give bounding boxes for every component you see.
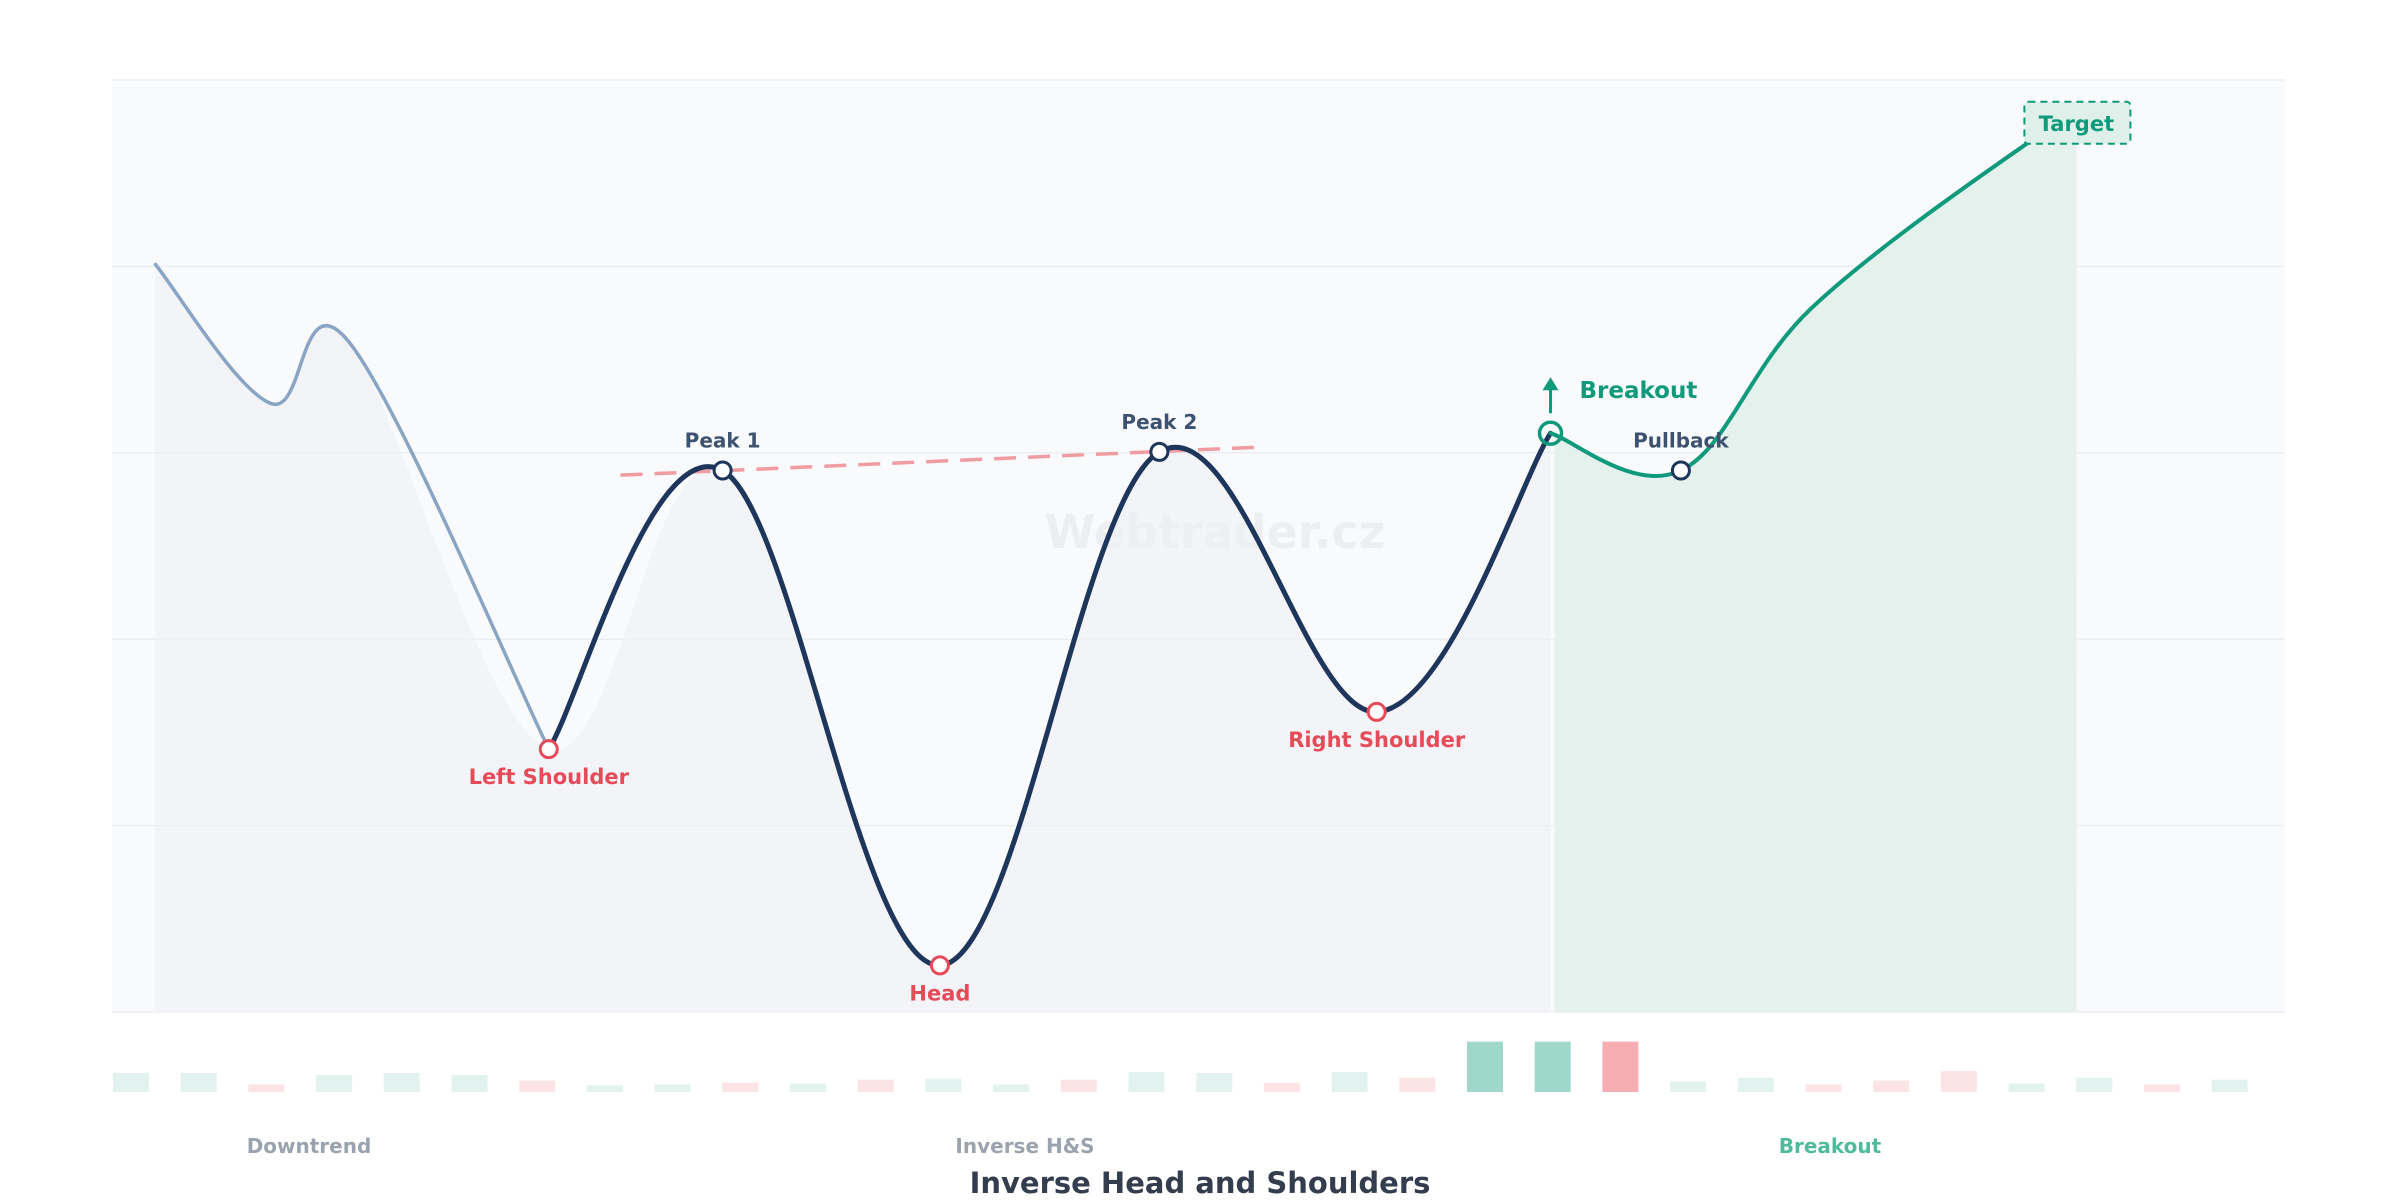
volume-bar <box>1873 1080 1910 1092</box>
volume-bar <box>993 1084 1030 1092</box>
volume-bar <box>1602 1041 1639 1092</box>
marker-peak-1 <box>712 460 733 481</box>
volume-bar <box>790 1083 826 1092</box>
marker-right-shoulder <box>1366 701 1387 722</box>
volume-bar <box>113 1073 149 1092</box>
label-right-shoulder: Right Shoulder <box>1288 728 1466 752</box>
marker-peak-2 <box>1149 441 1170 462</box>
volume-bars <box>113 1041 2248 1092</box>
volume-bar <box>2008 1083 2045 1092</box>
point-markers <box>538 100 2132 976</box>
volume-bar <box>654 1084 691 1092</box>
chart-title: Inverse Head and Shoulders <box>970 1166 1431 1200</box>
volume-bar <box>586 1085 623 1092</box>
volume-bar <box>1196 1073 1233 1092</box>
point-labels: Left Shoulder Peak 1 Head Peak 2 Right Shoul… <box>469 112 2115 1006</box>
volume-bar <box>1467 1041 1503 1092</box>
volume-bar <box>383 1073 420 1092</box>
marker-pullback <box>1670 460 1691 481</box>
volume-bar <box>519 1080 556 1092</box>
volume-bar <box>925 1078 962 1092</box>
volume-bar <box>1399 1077 1436 1092</box>
volume-bar <box>2144 1084 2180 1092</box>
volume-bar <box>1670 1081 1707 1092</box>
volume-bar <box>248 1084 285 1092</box>
volume-bar <box>1534 1041 1571 1092</box>
volume-bar <box>1737 1077 1774 1092</box>
phase-label-downtrend: Downtrend <box>247 1134 372 1158</box>
volume-bar <box>1128 1072 1165 1092</box>
label-peak-1: Peak 1 <box>685 429 761 453</box>
volume-bar <box>1940 1071 1977 1092</box>
volume-bar <box>1060 1079 1097 1092</box>
volume-bar <box>1263 1082 1300 1092</box>
label-breakout: Breakout <box>1580 378 1698 404</box>
marker-head <box>929 955 950 976</box>
marker-left-shoulder <box>538 739 559 760</box>
target-box <box>2023 100 2132 145</box>
phase-label-breakout: Breakout <box>1779 1134 1882 1158</box>
volume-bar <box>2211 1079 2248 1092</box>
label-target: Target <box>2039 112 2114 136</box>
phase-label-inverse-hs: Inverse H&S <box>955 1134 1094 1158</box>
label-pullback: Pullback <box>1633 429 1729 453</box>
volume-bar <box>316 1074 353 1092</box>
pattern-area <box>155 264 1551 1012</box>
volume-bar <box>1331 1072 1368 1092</box>
volume-bar <box>1805 1084 1842 1092</box>
label-left-shoulder: Left Shoulder <box>469 765 630 789</box>
volume-bar <box>722 1082 759 1092</box>
arrow-head <box>1542 377 1559 391</box>
volume-bar <box>857 1079 894 1092</box>
label-head: Head <box>909 981 970 1005</box>
volume-bar <box>180 1073 217 1092</box>
volume-bar <box>451 1074 488 1092</box>
volume-bar <box>2076 1077 2113 1092</box>
series-line-downtrend <box>153 262 551 751</box>
label-peak-2: Peak 2 <box>1121 410 1197 434</box>
breakout-arrow-icon <box>1542 377 1559 414</box>
breakout-zone <box>1550 121 2077 1013</box>
marker-breakout <box>1537 420 1564 446</box>
